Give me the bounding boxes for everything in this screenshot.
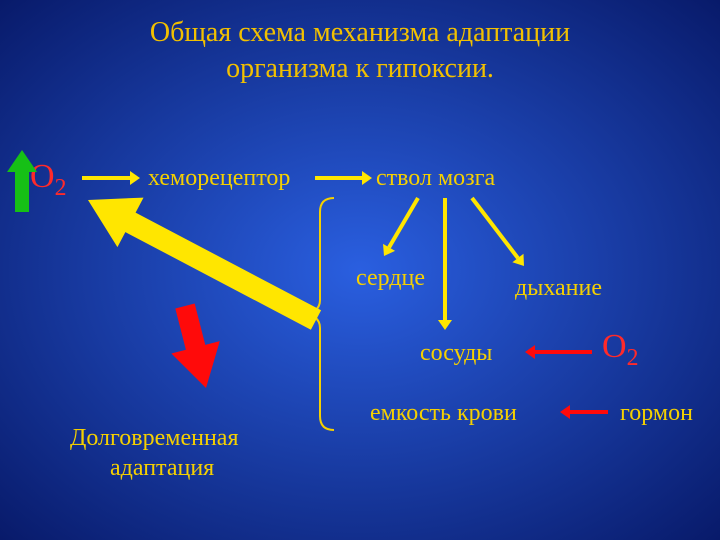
- title-line-2: организма к гипоксии.: [0, 54, 720, 85]
- o2-sub: 2: [55, 175, 67, 201]
- title-line-1: Общая схема механизма адаптации: [0, 18, 720, 49]
- o2-right-label: О2: [602, 328, 638, 371]
- blood-capacity-label: емкость крови: [370, 400, 517, 426]
- diagram-stage: Общая схема механизма адаптации организм…: [0, 0, 720, 540]
- chemoreceptor-label: хеморецептор: [148, 165, 290, 191]
- heart-label: сердце: [356, 265, 425, 291]
- o2-left-label: О2: [30, 158, 66, 201]
- longterm-line-1: Долговременная: [70, 425, 238, 451]
- o2-base: О: [30, 158, 55, 195]
- brainstem-label: ствол мозга: [376, 165, 495, 191]
- longterm-line-2: адаптация: [110, 455, 214, 481]
- o2-base-r: О: [602, 328, 627, 365]
- vessels-label: сосуды: [420, 340, 492, 366]
- breathing-label: дыхание: [515, 275, 602, 301]
- o2-sub-r: 2: [627, 345, 639, 371]
- hormones-label: гормон: [620, 400, 693, 426]
